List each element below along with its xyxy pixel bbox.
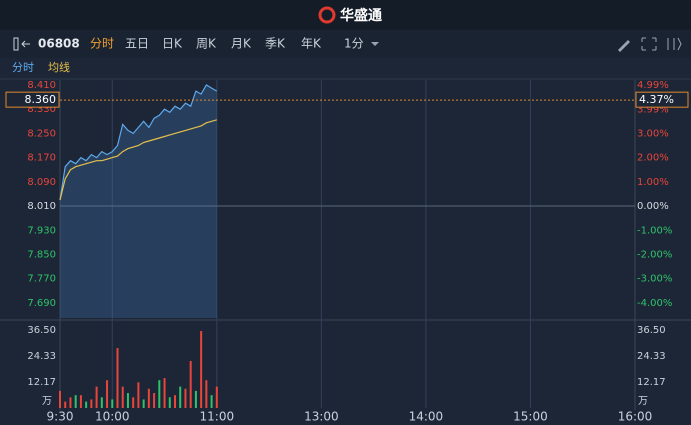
volume-bar <box>111 399 114 408</box>
volume-bar <box>200 330 203 408</box>
period-tab[interactable]: 日K <box>162 37 183 51</box>
y-tick-label: 7.850 <box>27 249 56 260</box>
volume-bar <box>137 382 140 408</box>
brand: 华盛通 <box>340 7 382 24</box>
last-price-label: 8.360 <box>25 93 57 106</box>
x-tick-label: 16:00 <box>618 410 653 424</box>
volume-bar <box>179 386 182 408</box>
y-tick-label: 7.690 <box>27 298 56 309</box>
x-tick-label: 11:00 <box>200 410 235 424</box>
price-line <box>59 84 218 201</box>
fullscreen-icon[interactable] <box>641 37 657 51</box>
draw-icon[interactable] <box>618 40 630 52</box>
back-icon[interactable] <box>21 40 30 48</box>
volume-bar <box>168 397 171 408</box>
volume-bar <box>95 386 98 408</box>
price-area <box>60 85 217 318</box>
volume-bar <box>79 395 82 408</box>
stock-code: 06808 <box>38 37 80 51</box>
volume-tick-label: 24.33 <box>27 351 56 362</box>
volume-bar <box>210 395 213 408</box>
y2-tick-label: -1.00% <box>637 225 672 236</box>
y2-tick-label: 0.00% <box>637 201 669 212</box>
volume-tick-label: 12.17 <box>27 377 56 388</box>
volume-bar <box>100 397 103 408</box>
logo <box>318 6 336 24</box>
toolbar <box>0 30 691 58</box>
volume-bar <box>158 380 161 408</box>
volume-bar <box>85 401 88 408</box>
volume-bar <box>194 390 197 408</box>
interval[interactable]: 1分 <box>344 37 364 51</box>
volume-bar <box>126 393 129 408</box>
volume-bar <box>116 348 119 408</box>
volume-bar <box>106 380 109 408</box>
volume-tick-label-right: 36.50 <box>637 325 666 336</box>
volume-bar <box>64 401 67 408</box>
y2-tick-label: 4.99% <box>637 80 669 91</box>
y2-tick-label: 3.00% <box>637 128 669 139</box>
legend-entry: 均线 <box>48 60 70 74</box>
volume-bar <box>189 360 192 408</box>
volume-bar <box>163 378 166 408</box>
volume-bar <box>121 386 124 408</box>
volume-bar <box>147 388 150 408</box>
volume-bar <box>205 380 208 408</box>
volume-bar <box>74 395 77 408</box>
volume-unit-right: 万 <box>638 396 648 407</box>
title-bar <box>0 0 691 30</box>
y2-tick-label: 1.00% <box>637 177 669 188</box>
x-tick-label: 13:00 <box>304 410 339 424</box>
y-tick-label: 8.010 <box>27 201 56 212</box>
y-tick-label: 8.330 <box>27 104 56 115</box>
last-change-box <box>635 91 689 108</box>
last-change-label: 4.37% <box>639 93 674 106</box>
x-tick-label: 14:00 <box>409 410 444 424</box>
period-tab[interactable]: 年K <box>301 37 322 51</box>
y2-tick-label: 2.00% <box>637 153 669 164</box>
y-tick-label: 8.170 <box>27 153 56 164</box>
expand-icon[interactable] <box>667 37 682 51</box>
y2-tick-label: 3.99% <box>637 104 669 115</box>
volume-bar <box>174 395 176 408</box>
y-tick-label: 8.090 <box>27 177 56 188</box>
legend-entry: 分时 <box>12 61 34 74</box>
period-tab[interactable]: 月K <box>231 37 252 51</box>
last-price-box <box>5 91 60 108</box>
caret[interactable] <box>371 42 379 46</box>
volume-bar <box>142 399 145 408</box>
volume-bar <box>153 393 156 408</box>
volume-tick-label-right: 24.33 <box>637 351 666 362</box>
volume-bar <box>59 390 61 408</box>
y-tick-label: 7.930 <box>27 225 56 236</box>
volume-tick-label: 36.50 <box>27 325 56 336</box>
y-tick-label: 7.770 <box>27 274 56 285</box>
y-tick-label: 8.250 <box>27 128 56 139</box>
volume-bar <box>215 386 218 408</box>
period-tab[interactable]: 分时 <box>90 37 114 51</box>
x-tick-label: 10:00 <box>95 410 130 424</box>
y-tick-label: 8.410 <box>27 80 56 91</box>
period-tab[interactable]: 季K <box>265 37 286 51</box>
average-line <box>59 119 217 201</box>
collapse-icon[interactable] <box>13 37 19 51</box>
volume-bar <box>69 397 72 408</box>
volume-bar <box>90 399 93 408</box>
volume-tick-label-right: 12.17 <box>637 377 666 388</box>
x-tick-label: 9:30 <box>47 410 74 424</box>
volume-bar <box>132 397 135 408</box>
y2-tick-label: -3.00% <box>637 274 672 285</box>
period-tab[interactable]: 周K <box>196 37 217 51</box>
volume-bar <box>184 388 187 408</box>
volume-unit: 万 <box>42 396 52 407</box>
y2-tick-label: -4.00% <box>637 298 672 309</box>
period-tab[interactable]: 五日 <box>125 37 149 51</box>
x-tick-label: 15:00 <box>513 410 548 424</box>
y2-tick-label: -2.00% <box>637 250 672 261</box>
